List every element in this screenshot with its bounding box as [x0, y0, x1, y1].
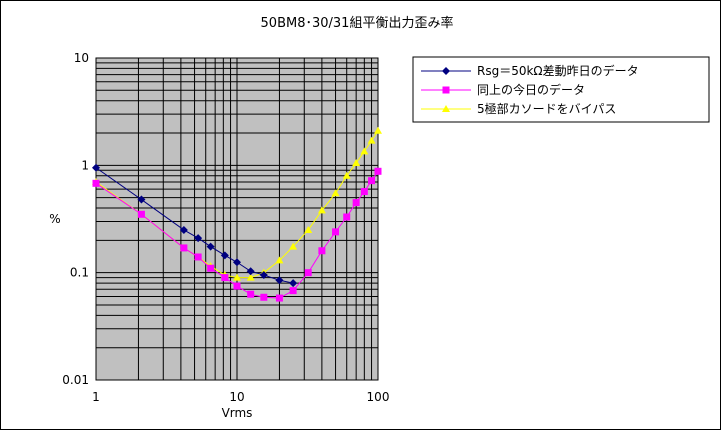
data-point	[246, 273, 255, 281]
data-point	[180, 244, 188, 252]
data-point	[275, 276, 284, 285]
data-point	[289, 287, 297, 295]
grid-lines	[96, 58, 378, 380]
data-point	[374, 126, 382, 134]
x-axis-title: Vrms	[222, 406, 253, 420]
data-point	[206, 242, 215, 251]
x-tick-label: 10	[229, 390, 244, 404]
y-tick-label: 0.1	[70, 266, 89, 280]
data-point	[367, 136, 376, 144]
series-group	[92, 167, 382, 302]
data-point	[233, 258, 241, 267]
y-tick-label: 0.01	[62, 373, 89, 387]
data-point	[360, 147, 369, 155]
data-point	[92, 179, 100, 187]
data-point	[259, 271, 268, 280]
data-point	[318, 247, 326, 255]
y-tick-label: 10	[74, 51, 89, 65]
data-point	[221, 274, 229, 282]
data-point	[374, 167, 382, 175]
data-point	[194, 234, 203, 243]
series-layer	[92, 126, 382, 302]
data-point	[352, 199, 360, 207]
legend-entry-label: 同上の今日のデータ	[477, 82, 585, 97]
y-axis-title: %	[49, 212, 60, 226]
data-point	[275, 256, 284, 264]
x-tick-label: 1	[92, 390, 100, 404]
tick-labels: 1 10 100 10 1 0.1 0.01	[62, 51, 389, 404]
data-point	[207, 264, 215, 272]
legend-swatch-marker	[442, 86, 450, 94]
chart-title: 50BM8･30/31組平衡出力歪み率	[261, 15, 454, 31]
data-point	[304, 269, 312, 277]
data-point	[275, 294, 283, 302]
data-point	[247, 290, 255, 298]
data-point	[220, 251, 229, 260]
data-point	[233, 273, 241, 281]
data-point	[342, 171, 351, 179]
data-point	[260, 293, 268, 301]
data-point	[289, 242, 298, 250]
data-point	[179, 225, 188, 234]
data-point	[304, 225, 313, 233]
x-tick-label: 100	[367, 390, 390, 404]
data-point	[360, 188, 368, 196]
legend-swatch-marker	[442, 105, 450, 112]
y-tick-label: 1	[81, 158, 89, 172]
data-point	[194, 253, 202, 261]
data-point	[92, 163, 100, 172]
legend-swatch-marker	[442, 67, 450, 75]
data-point	[137, 195, 146, 204]
plot-border	[95, 57, 379, 381]
legend-entry-label: 5極部カソードをバイパス	[477, 101, 616, 116]
data-point	[368, 177, 376, 185]
data-point	[317, 206, 326, 214]
data-point	[343, 213, 351, 221]
series-group	[92, 163, 298, 288]
data-point	[289, 279, 298, 288]
data-point	[332, 228, 340, 236]
data-point	[246, 267, 255, 276]
data-point	[137, 210, 145, 218]
legend-entry-label: Rsg＝50kΩ差動昨日のデータ	[477, 63, 639, 78]
data-point	[233, 282, 241, 290]
data-point	[352, 159, 361, 167]
data-point	[331, 189, 340, 197]
